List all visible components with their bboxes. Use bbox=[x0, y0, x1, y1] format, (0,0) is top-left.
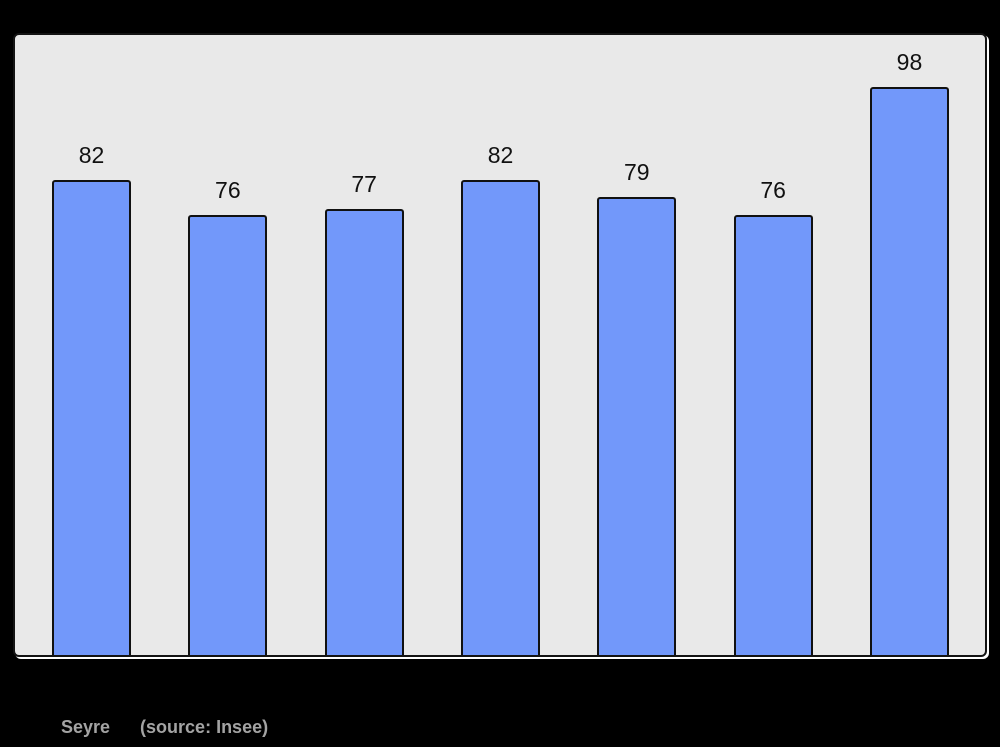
bar bbox=[869, 87, 949, 655]
bar-group: 82 bbox=[460, 142, 540, 655]
bar bbox=[52, 180, 131, 655]
bar bbox=[733, 215, 813, 655]
caption-commune: Seyre bbox=[61, 717, 111, 737]
bar bbox=[188, 215, 268, 655]
bar bbox=[460, 180, 540, 655]
bar-value-label: 98 bbox=[896, 49, 923, 75]
bar-group: 77 bbox=[324, 171, 404, 655]
bars-container: 82 76 77 82 79 76 98 bbox=[15, 35, 985, 655]
bar-group: 76 bbox=[188, 177, 268, 655]
bar-group: 79 bbox=[597, 159, 677, 655]
bar-value-label: 76 bbox=[760, 177, 786, 203]
bar-value-label: 82 bbox=[487, 142, 514, 168]
bar-group: 82 bbox=[52, 142, 131, 655]
bar bbox=[324, 209, 404, 655]
bar bbox=[597, 197, 677, 655]
bar-value-label: 79 bbox=[624, 159, 650, 185]
caption-source: (source: Insee) bbox=[140, 717, 269, 737]
chart-caption: Seyre (source: Insee) bbox=[61, 717, 268, 738]
bar-value-label: 77 bbox=[351, 171, 377, 197]
chart-area: 82 76 77 82 79 76 98 bbox=[13, 33, 987, 657]
bar-value-label: 82 bbox=[78, 142, 105, 168]
bar-value-label: 76 bbox=[215, 177, 241, 203]
bar-group: 76 bbox=[733, 177, 813, 655]
bar-group: 98 bbox=[869, 49, 949, 655]
